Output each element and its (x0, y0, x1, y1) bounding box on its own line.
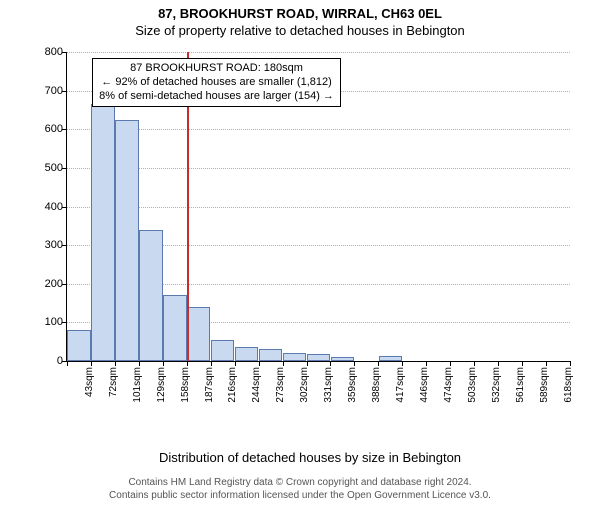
x-tick-label: 101sqm (132, 367, 143, 403)
x-tick-label: 532sqm (491, 367, 502, 403)
x-tick-mark (522, 361, 523, 366)
x-tick-mark (402, 361, 403, 366)
x-tick-label: 589sqm (539, 367, 550, 403)
footer-line-1: Contains HM Land Registry data © Crown c… (0, 477, 600, 490)
attribution-footer: Contains HM Land Registry data © Crown c… (0, 477, 600, 502)
histogram-bar (163, 295, 186, 361)
x-tick-mark (67, 361, 68, 366)
y-tick-label: 500 (45, 162, 67, 174)
x-tick-label: 302sqm (299, 367, 310, 403)
x-tick-mark (283, 361, 284, 366)
y-tick-label: 400 (45, 201, 67, 213)
histogram-bar (307, 354, 330, 361)
x-tick-label: 561sqm (515, 367, 526, 403)
x-tick-mark (115, 361, 116, 366)
x-tick-mark (426, 361, 427, 366)
x-tick-mark (330, 361, 331, 366)
histogram-bar (115, 120, 138, 361)
annotation-line: ← 92% of detached houses are smaller (1,… (99, 76, 334, 90)
histogram-bar (91, 104, 114, 361)
x-tick-label: 187sqm (204, 367, 215, 403)
histogram-bar (187, 307, 210, 361)
x-tick-label: 273sqm (275, 367, 286, 403)
x-tick-mark (187, 361, 188, 366)
y-tick-label: 300 (45, 239, 67, 251)
x-tick-label: 244sqm (251, 367, 262, 403)
x-tick-mark (450, 361, 451, 366)
histogram-bar (67, 330, 90, 361)
x-tick-mark (259, 361, 260, 366)
x-tick-label: 618sqm (563, 367, 574, 403)
y-tick-label: 0 (57, 355, 67, 367)
histogram-bar (283, 353, 306, 361)
x-tick-label: 359sqm (347, 367, 358, 403)
x-tick-mark (139, 361, 140, 366)
x-tick-mark (474, 361, 475, 366)
page-title: 87, BROOKHURST ROAD, WIRRAL, CH63 0EL (0, 6, 600, 21)
x-tick-label: 446sqm (419, 367, 430, 403)
annotation-box: 87 BROOKHURST ROAD: 180sqm← 92% of detac… (92, 58, 341, 107)
x-tick-label: 417sqm (395, 367, 406, 403)
histogram-bar (259, 349, 282, 361)
x-tick-mark (307, 361, 308, 366)
histogram-bar (139, 230, 162, 361)
x-tick-label: 216sqm (227, 367, 238, 403)
x-tick-label: 331sqm (323, 367, 334, 403)
gridline (67, 168, 570, 169)
x-tick-mark (91, 361, 92, 366)
x-tick-label: 503sqm (467, 367, 478, 403)
x-tick-mark (570, 361, 571, 366)
x-tick-label: 388sqm (371, 367, 382, 403)
histogram-bar (331, 357, 354, 361)
x-tick-label: 43sqm (84, 367, 95, 397)
x-tick-mark (378, 361, 379, 366)
x-tick-mark (498, 361, 499, 366)
x-tick-mark (546, 361, 547, 366)
histogram-bar (211, 340, 234, 361)
gridline (67, 207, 570, 208)
x-tick-mark (354, 361, 355, 366)
x-tick-label: 158sqm (180, 367, 191, 403)
page-subtitle: Size of property relative to detached ho… (0, 23, 600, 38)
y-tick-label: 100 (45, 316, 67, 328)
histogram-bar (379, 356, 402, 361)
x-tick-mark (163, 361, 164, 366)
plot-area: 010020030040050060070080043sqm72sqm101sq… (66, 52, 570, 362)
y-tick-label: 600 (45, 123, 67, 135)
x-tick-label: 474sqm (443, 367, 454, 403)
annotation-line: 87 BROOKHURST ROAD: 180sqm (99, 62, 334, 76)
y-tick-label: 700 (45, 85, 67, 97)
x-tick-mark (235, 361, 236, 366)
x-tick-mark (211, 361, 212, 366)
footer-line-2: Contains public sector information licen… (0, 490, 600, 503)
y-tick-label: 200 (45, 278, 67, 290)
gridline (67, 129, 570, 130)
annotation-line: 8% of semi-detached houses are larger (1… (99, 90, 334, 104)
x-tick-label: 129sqm (156, 367, 167, 403)
chart-container: Number of detached properties 0100200300… (50, 52, 570, 404)
x-tick-label: 72sqm (108, 367, 119, 397)
histogram-bar (235, 347, 258, 361)
x-axis-title: Distribution of detached houses by size … (50, 450, 570, 465)
gridline (67, 52, 570, 53)
y-tick-label: 800 (45, 46, 67, 58)
